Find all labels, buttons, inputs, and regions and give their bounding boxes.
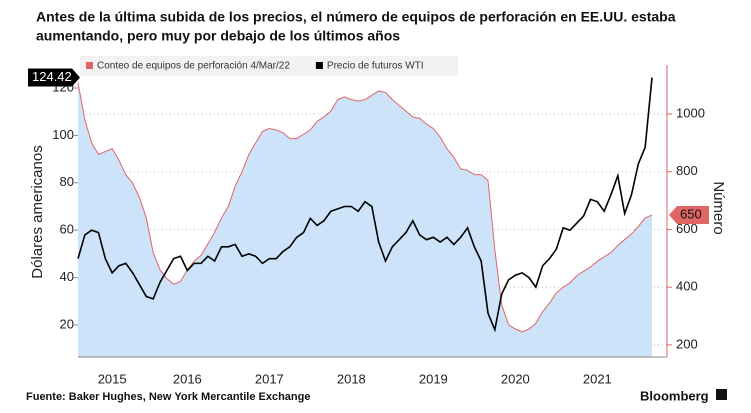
legend: Conteo de equipos de perforación 4/Mar/2… [80, 56, 458, 76]
y-tick-label: 60 [60, 222, 74, 237]
y-tick-label: 20 [60, 316, 74, 331]
legend-label: Precio de futuros WTI [327, 61, 424, 72]
y2-tick-label: 600 [676, 221, 698, 236]
legend-label: Conteo de equipos de perforación 4/Mar/2… [97, 61, 290, 72]
y-tick-label: 40 [60, 269, 74, 284]
last-value-label: 650 [680, 206, 702, 221]
y2-tick-label: 800 [676, 163, 698, 178]
x-tick-label: 2016 [173, 371, 202, 386]
legend-swatch [86, 62, 93, 69]
last-value-label: 124.42 [32, 69, 72, 84]
y2-tick-label: 400 [676, 279, 698, 294]
brand: Bloomberg [640, 388, 709, 403]
y2-axis-label: Número [710, 181, 727, 234]
chart-title: aumentando, pero muy por debajo de los ú… [36, 28, 400, 44]
x-tick-label: 2021 [583, 371, 612, 386]
y-tick-label: 80 [60, 174, 74, 189]
x-tick-label: 2019 [419, 371, 448, 386]
legend-swatch [315, 62, 323, 69]
last-value-tag [669, 206, 709, 225]
brand-logo [716, 389, 727, 400]
y-axis-label: Dólares americanos [29, 145, 46, 278]
last-value-tag [28, 68, 80, 87]
source: Fuente: Baker Hughes, New York Mercantil… [26, 391, 310, 403]
chart-title: Antes de la última subida de los precios… [36, 9, 676, 25]
x-tick-label: 2020 [501, 371, 530, 386]
line [77, 82, 653, 333]
legend-box [80, 56, 458, 76]
x-tick-label: 2017 [255, 371, 284, 386]
area [78, 82, 652, 357]
x-tick-label: 2018 [337, 371, 366, 386]
line [77, 77, 653, 333]
x-tick-label: 2015 [98, 371, 127, 386]
y2-tick-label: 1000 [676, 105, 705, 120]
y2-tick-label: 200 [676, 336, 698, 351]
y-tick-label: 100 [52, 127, 74, 142]
